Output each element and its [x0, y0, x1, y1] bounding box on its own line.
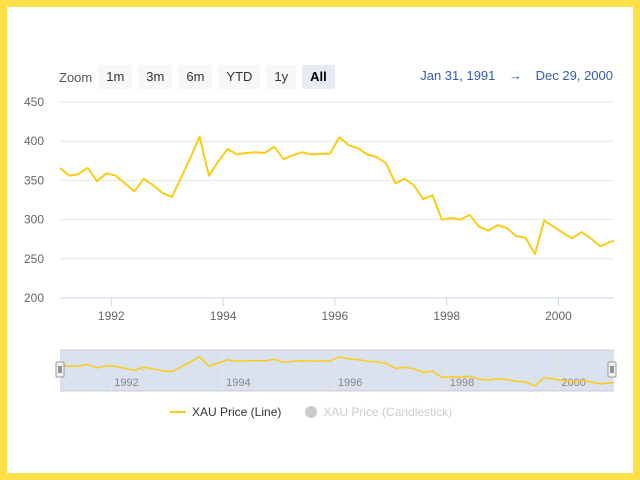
- legend-item-candlestick[interactable]: XAU Price (Candlestick): [305, 405, 452, 419]
- zoom-6m-button[interactable]: 6m: [178, 65, 213, 89]
- zoom-3m-button[interactable]: 3m: [138, 65, 173, 89]
- y-tick-label: 250: [24, 252, 44, 266]
- navigator-tick-label: 1994: [226, 377, 250, 389]
- range-selector: Zoom 1m 3m 6m YTD 1y All: [59, 64, 341, 90]
- navigator-tick-label: 1996: [338, 377, 362, 389]
- x-tick-label: 1998: [433, 309, 460, 323]
- zoom-all-button[interactable]: All: [302, 65, 335, 89]
- legend-line-label: XAU Price (Line): [192, 405, 282, 419]
- zoom-ytd-button[interactable]: YTD: [218, 65, 261, 89]
- navigator-tick-label: 1992: [114, 377, 138, 389]
- range-to[interactable]: Dec 29, 2000: [535, 68, 613, 83]
- zoom-1m-button[interactable]: 1m: [98, 65, 133, 89]
- y-tick-label: 450: [24, 95, 44, 109]
- legend-candlestick-label: XAU Price (Candlestick): [323, 405, 453, 419]
- candlestick-series-symbol: [305, 406, 318, 418]
- x-tick-label: 1992: [98, 309, 125, 323]
- navigator-handle-left[interactable]: [55, 361, 65, 378]
- x-tick-label: 2000: [545, 309, 572, 323]
- price-line: [59, 135, 615, 256]
- zoom-1y-button[interactable]: 1y: [266, 65, 297, 89]
- x-tick-label: 1994: [210, 309, 237, 323]
- legend: XAU Price (Line) XAU Price (Candlestick): [170, 405, 476, 419]
- line-series-symbol: [170, 411, 186, 413]
- date-range: Jan 31, 1991 → Dec 29, 2000: [420, 68, 613, 83]
- y-tick-label: 350: [24, 173, 44, 187]
- navigator-series: [59, 355, 615, 387]
- y-tick-label: 300: [24, 213, 44, 227]
- navigator-tick-label: 2000: [561, 377, 585, 389]
- navigator-mask: [60, 350, 614, 391]
- zoom-label: Zoom: [59, 69, 93, 85]
- legend-item-line[interactable]: XAU Price (Line): [170, 405, 281, 419]
- y-tick-label: 200: [24, 291, 44, 305]
- navigator-handle-right[interactable]: [607, 361, 617, 378]
- range-from[interactable]: Jan 31, 1991: [420, 68, 496, 83]
- y-tick-label: 400: [24, 134, 44, 148]
- navigator-tick-label: 1998: [450, 377, 474, 389]
- range-separator: →: [509, 68, 523, 83]
- x-tick-label: 1996: [322, 309, 349, 323]
